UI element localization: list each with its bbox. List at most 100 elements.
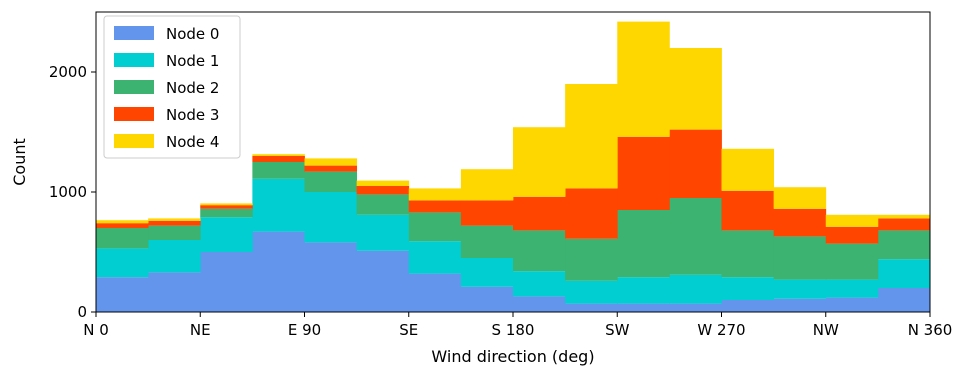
- bar-node1-bin11: [669, 274, 722, 304]
- legend-label: Node 2: [166, 79, 219, 97]
- legend-swatch: [114, 107, 154, 121]
- bar-node4-bin10: [617, 21, 670, 137]
- y-tick-label: 0: [77, 303, 87, 321]
- bar-node3-bin8: [513, 196, 566, 231]
- bar-node3-bin13: [773, 208, 827, 237]
- bar-node1-bin0: [96, 248, 149, 278]
- y-axis-label: Count: [10, 138, 29, 186]
- bar-node0-bin11: [669, 303, 722, 312]
- bar-node2-bin8: [513, 230, 566, 272]
- bars-layer: [96, 21, 931, 312]
- x-tick-label: W 270: [697, 321, 745, 339]
- bar-node1-bin2: [200, 217, 253, 252]
- x-tick-label: N 360: [908, 321, 953, 339]
- bar-node1-bin8: [513, 271, 566, 297]
- bar-node1-bin5: [356, 214, 410, 251]
- bar-node2-bin4: [304, 171, 358, 192]
- bar-node2-bin14: [825, 243, 879, 280]
- legend-box: [103, 15, 241, 159]
- x-axis: N 0 NE E 90 SE S 180 SW W 270 NW N 360: [83, 312, 952, 339]
- bar-node0-bin8: [513, 296, 566, 312]
- bar-node4-bin2: [200, 203, 253, 206]
- x-tick-label: SW: [605, 321, 630, 339]
- bar-node3-bin9: [565, 188, 618, 239]
- bar-node4-bin7: [460, 169, 514, 201]
- bar-node3-bin11: [669, 129, 722, 198]
- bar-node4-bin4: [304, 158, 358, 166]
- bar-node0-bin6: [408, 273, 462, 312]
- bar-node2-bin13: [773, 236, 827, 280]
- legend-label: Node 4: [166, 133, 219, 151]
- bar-node3-bin10: [617, 136, 670, 210]
- bar-node3-bin7: [460, 200, 514, 226]
- bar-node0-bin10: [617, 303, 670, 312]
- bar-node2-bin15: [877, 230, 931, 260]
- bar-node1-bin7: [460, 258, 514, 287]
- legend-swatch: [114, 26, 154, 40]
- bar-node4-bin6: [408, 188, 462, 201]
- bar-node1-bin6: [408, 241, 462, 274]
- bar-node3-bin6: [408, 200, 462, 213]
- bar-node0-bin15: [877, 288, 931, 312]
- bar-node3-bin2: [200, 205, 253, 209]
- bar-node1-bin13: [773, 279, 827, 299]
- bar-node4-bin14: [825, 214, 879, 227]
- bar-node2-bin0: [96, 228, 149, 249]
- x-tick-label: NE: [190, 321, 211, 339]
- bar-node0-bin0: [96, 277, 149, 312]
- bar-node1-bin12: [721, 277, 775, 300]
- bar-node1-bin4: [304, 192, 358, 243]
- bar-node1-bin10: [617, 277, 670, 304]
- bar-node3-bin0: [96, 223, 149, 228]
- y-axis: 0 1000 2000: [49, 63, 96, 321]
- bar-node4-bin1: [148, 218, 201, 221]
- bar-node4-bin8: [513, 127, 566, 197]
- bar-node0-bin13: [773, 298, 827, 312]
- bar-node1-bin15: [877, 259, 931, 288]
- bar-node0-bin3: [252, 231, 305, 312]
- bar-node3-bin5: [356, 186, 410, 195]
- legend-swatch: [114, 53, 154, 67]
- legend-label: Node 3: [166, 106, 219, 124]
- legend-swatch: [114, 80, 154, 94]
- bar-node2-bin1: [148, 225, 201, 240]
- bar-node4-bin9: [565, 84, 618, 189]
- x-tick-label: S 180: [492, 321, 535, 339]
- x-tick-label: N 0: [83, 321, 109, 339]
- bar-node4-bin3: [252, 154, 305, 156]
- bar-node0-bin1: [148, 272, 201, 312]
- bar-node1-bin3: [252, 178, 305, 232]
- y-tick-label: 1000: [49, 183, 87, 201]
- bar-node3-bin1: [148, 220, 201, 226]
- bar-node3-bin3: [252, 156, 305, 162]
- bar-node2-bin3: [252, 162, 305, 179]
- bar-node4-bin12: [721, 148, 775, 191]
- bar-node0-bin12: [721, 300, 775, 312]
- bar-node2-bin12: [721, 230, 775, 278]
- bar-node0-bin14: [825, 297, 879, 312]
- bar-node4-bin13: [773, 187, 827, 209]
- bar-node2-bin10: [617, 210, 670, 278]
- bar-node4-bin11: [669, 48, 722, 130]
- legend-label: Node 0: [166, 25, 219, 43]
- bar-node0-bin2: [200, 252, 253, 312]
- bar-node3-bin12: [721, 190, 775, 231]
- bar-node0-bin4: [304, 242, 358, 312]
- legend: Node 0 Node 1 Node 2 Node 3 Node 4: [103, 15, 241, 159]
- x-tick-label: E 90: [288, 321, 321, 339]
- bar-node4-bin0: [96, 220, 149, 224]
- bar-node2-bin6: [408, 212, 462, 242]
- bar-node0-bin5: [356, 250, 410, 312]
- bar-node3-bin14: [825, 226, 879, 244]
- bar-node2-bin7: [460, 225, 514, 258]
- bar-node2-bin5: [356, 194, 410, 215]
- x-tick-label: SE: [399, 321, 418, 339]
- bar-node1-bin14: [825, 279, 879, 298]
- bar-node1-bin9: [565, 280, 618, 304]
- x-tick-label: NW: [813, 321, 839, 339]
- bar-node3-bin4: [304, 165, 358, 172]
- bar-node2-bin2: [200, 208, 253, 218]
- bar-node3-bin15: [877, 218, 931, 231]
- legend-swatch: [114, 134, 154, 148]
